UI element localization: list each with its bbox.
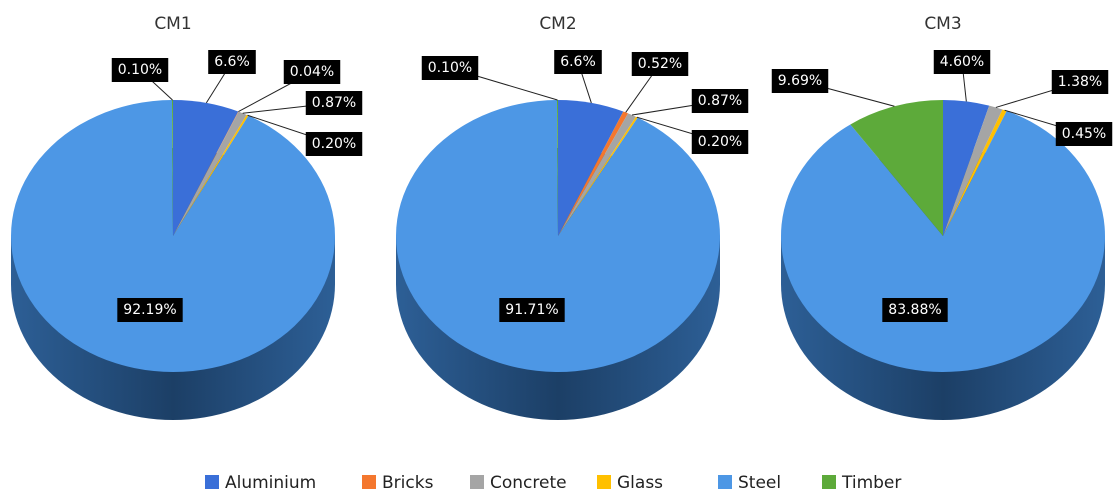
pie-slice [173,111,247,236]
legend-label: Timber [841,473,901,491]
label-box [771,69,829,93]
pie-slice [558,100,624,236]
legend-swatch [718,475,732,489]
pie-slice [943,105,1003,236]
label-box [305,91,363,115]
label-box [111,58,169,82]
pie-slice [171,100,173,236]
pie-slice [10,100,335,372]
data-label: 0.45% [1062,126,1106,142]
data-label: 83.88% [888,302,941,318]
label-box [631,52,689,76]
legend-swatch [597,475,611,489]
pie-slice [558,111,629,236]
data-label: 9.69% [778,73,822,89]
legend-swatch [362,475,376,489]
label-box [421,56,479,80]
legend-swatch [470,475,484,489]
data-label: 0.87% [698,93,742,109]
pie-slice [943,100,990,236]
label-box [283,60,341,84]
data-label: 0.52% [638,56,682,72]
pie-slice [558,116,638,236]
pie-slice [943,109,1007,236]
chart-title: CM3 [924,14,961,34]
label-box [208,50,256,74]
pie-slice [173,100,239,236]
legend-label: Steel [738,473,781,491]
data-label: 1.38% [1058,74,1102,90]
pie-slice [556,100,558,236]
data-label: 0.10% [428,60,472,76]
pie-slice [781,110,1105,373]
label-box [691,89,749,113]
data-label: 4.60% [940,54,984,70]
legend-label: Bricks [382,473,434,491]
legend-swatch [822,475,836,489]
chart-title: CM1 [154,14,191,34]
pie-slice [173,114,249,236]
chart-title: CM2 [539,14,576,34]
label-box [1055,122,1113,146]
data-label: 91.71% [505,302,558,318]
label-box [1051,70,1109,94]
pie-slice [558,113,636,236]
label-box [933,50,991,74]
label-box [554,50,602,74]
data-label: 0.20% [312,136,356,152]
label-box [117,298,183,322]
legend-label: Aluminium [225,473,316,491]
data-label: 0.10% [118,62,162,78]
data-label: 6.6% [214,54,250,70]
data-label: 0.20% [698,134,742,150]
label-box [882,298,948,322]
data-label: 92.19% [123,302,176,318]
pie-slice [850,100,943,236]
label-box [499,298,565,322]
legend-swatch [205,475,219,489]
label-box [305,132,363,156]
label-box [691,130,749,154]
data-label: 0.04% [290,64,334,80]
data-label: 6.6% [560,54,596,70]
pie-slice [395,100,720,372]
data-label: 0.87% [312,95,356,111]
legend-label: Concrete [490,473,567,491]
pie-slice [173,111,239,236]
legend-label: Glass [617,473,663,491]
